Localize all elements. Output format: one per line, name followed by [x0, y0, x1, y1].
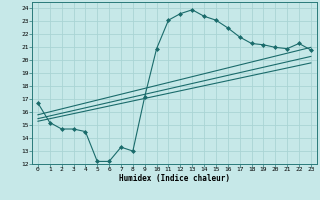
X-axis label: Humidex (Indice chaleur): Humidex (Indice chaleur) [119, 174, 230, 183]
